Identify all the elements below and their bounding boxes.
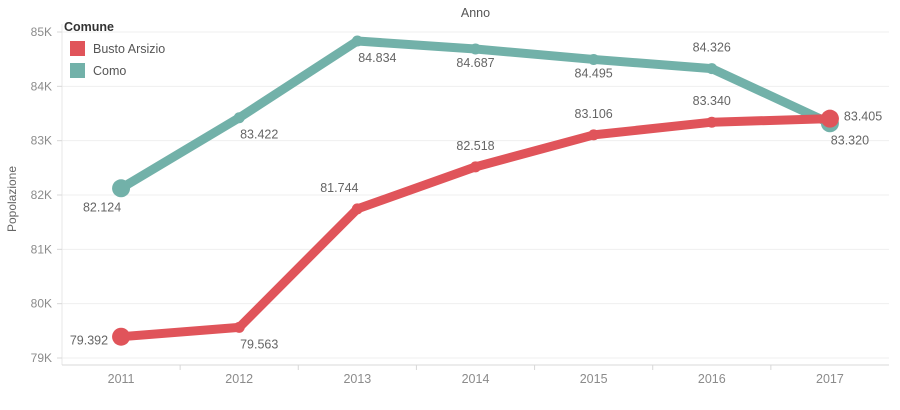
- legend-item-label: Busto Arsizio: [93, 41, 166, 56]
- x-tick-label: 2013: [343, 372, 371, 386]
- data-point-busto-arsizio[interactable]: [233, 321, 245, 333]
- x-axis: 2011 2012 2013 2014 2015 2016 2017: [62, 364, 889, 386]
- x-tick-label: 2014: [462, 372, 490, 386]
- data-label: 82.124: [83, 200, 121, 214]
- y-tick-label: 79K: [31, 351, 52, 365]
- y-tick-label: 83K: [31, 134, 52, 148]
- y-tick-label: 81K: [31, 242, 52, 256]
- gridlines: [62, 31, 889, 359]
- y-tick-label: 82K: [31, 188, 52, 202]
- data-point-busto-arsizio[interactable]: [588, 129, 600, 141]
- y-tick-label: 84K: [31, 79, 52, 93]
- legend-title: Comune: [64, 20, 114, 34]
- data-point-busto-arsizio[interactable]: [820, 109, 839, 128]
- legend-swatch-como: [70, 63, 85, 78]
- data-point-busto-arsizio[interactable]: [706, 116, 718, 128]
- x-tick-label: 2016: [698, 372, 726, 386]
- data-label: 79.392: [70, 334, 108, 348]
- legend-swatch-busto-arsizio: [70, 41, 85, 56]
- data-label: 83.106: [575, 107, 613, 121]
- data-point-busto-arsizio[interactable]: [112, 327, 131, 346]
- data-point-como[interactable]: [706, 63, 718, 75]
- chart-title: Anno: [460, 6, 491, 20]
- data-label: 83.405: [844, 110, 882, 124]
- data-label: 83.320: [831, 133, 869, 147]
- legend-item-busto-arsizio[interactable]: Busto Arsizio: [70, 41, 165, 56]
- data-point-como[interactable]: [233, 112, 245, 124]
- x-tick-label: 2012: [225, 372, 253, 386]
- data-labels: 79.392 79.563 81.744 82.518 83.106 83.340 83.4…: [70, 41, 882, 352]
- data-label: 84.326: [693, 41, 731, 55]
- legend-item-label: Como: [93, 63, 127, 78]
- y-tick-label: 85K: [31, 25, 52, 39]
- x-tick-label: 2011: [108, 372, 135, 386]
- x-tick-label: 2015: [580, 372, 608, 386]
- data-label: 81.744: [320, 181, 358, 195]
- data-label: 84.687: [456, 56, 494, 70]
- y-axis: 85K 84K 83K 82K 81K 80K 79K: [31, 24, 63, 365]
- data-point-como[interactable]: [470, 43, 481, 55]
- data-label: 83.422: [240, 128, 278, 142]
- data-point-como[interactable]: [112, 179, 131, 198]
- x-tick-label: 2017: [816, 372, 844, 386]
- legend-item-como[interactable]: Como: [70, 63, 165, 78]
- data-label: 84.495: [575, 66, 613, 80]
- y-tick-label: 80K: [31, 297, 52, 311]
- data-label: 84.834: [358, 51, 396, 65]
- data-point-como[interactable]: [351, 35, 363, 47]
- data-point-busto-arsizio[interactable]: [470, 161, 481, 173]
- data-label: 83.340: [693, 94, 731, 108]
- data-label: 79.563: [240, 337, 278, 351]
- series-busto-arsizio[interactable]: [112, 109, 839, 346]
- data-point-como[interactable]: [588, 53, 600, 65]
- data-label: 82.518: [456, 139, 494, 153]
- legend: Comune Busto Arsizio Como: [64, 20, 165, 85]
- data-point-busto-arsizio[interactable]: [351, 203, 363, 215]
